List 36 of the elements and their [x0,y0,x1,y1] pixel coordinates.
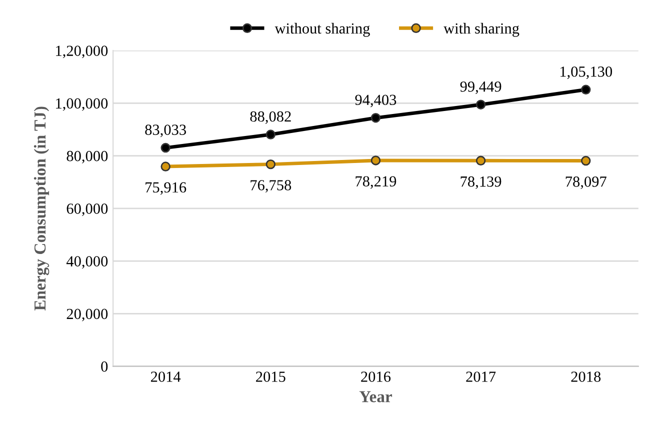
point [266,159,276,170]
data-label: 78,097 [566,176,606,190]
point [581,84,591,95]
y-axis-title: Energy Consumption (in TJ) [34,106,50,311]
point [266,130,276,140]
x-tick-label: 2016 [361,372,391,382]
x-tick-label: 2015 [256,372,286,382]
data-label: 94,403 [355,94,396,108]
data-label: 1,05,130 [560,66,612,80]
y-tick-label: 1,00,000 [56,98,108,111]
y-tick-label: 80,000 [66,150,108,164]
point [370,156,381,166]
y-tick-label: 20,000 [66,308,108,322]
data-label: 76,758 [250,180,292,193]
point [476,100,486,110]
legend-label: without sharing [274,22,370,37]
x-axis-title: Year [359,391,392,402]
data-label: 78,219 [356,176,396,189]
y-tick-label: 60,000 [66,204,108,216]
data-label: 99,449 [460,81,502,94]
x-tick-label: 2017 [466,372,496,382]
data-label: 88,082 [250,111,291,124]
data-label: 75,916 [146,182,186,195]
point [581,156,591,166]
x-tick-label: 2014 [150,372,181,382]
y-tick-label: 1,20,000 [56,46,108,58]
data-label: 83,033 [145,124,186,138]
point [160,142,170,153]
y-tick-label: 0 [101,361,108,372]
data-label: 78,139 [460,176,502,189]
point [476,156,486,166]
legend-label: with sharing [444,22,520,37]
y-tick-label: 40,000 [66,256,108,269]
point [160,162,170,172]
point [370,113,381,123]
x-tick-label: 2018 [571,372,601,382]
